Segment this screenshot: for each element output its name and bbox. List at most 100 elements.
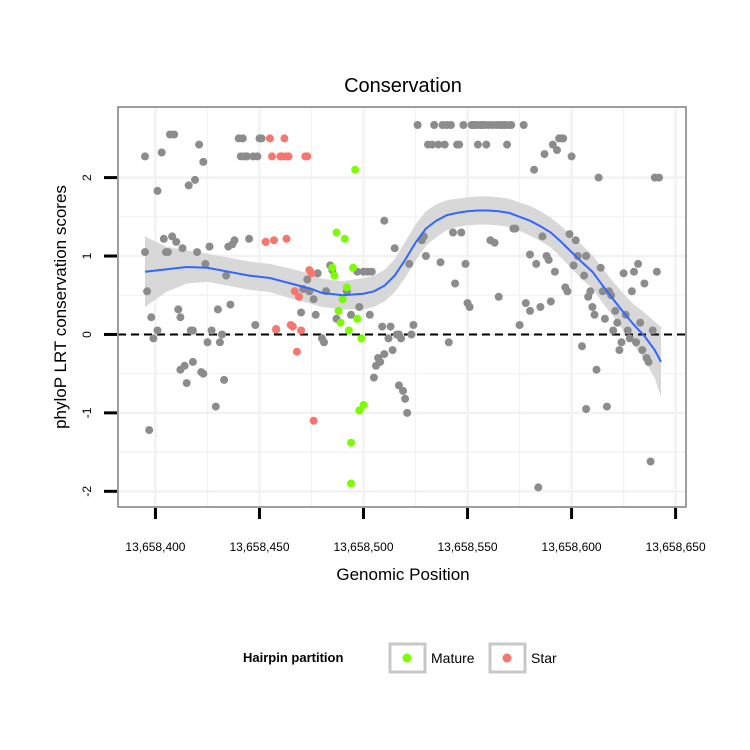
data-point-other bbox=[388, 346, 397, 355]
legend-dot-star bbox=[502, 653, 512, 663]
data-point-other bbox=[455, 140, 464, 149]
smooth-line-layer bbox=[144, 209, 662, 363]
data-point-mature bbox=[328, 263, 337, 272]
data-point-other bbox=[630, 267, 638, 276]
data-point-other bbox=[245, 234, 254, 243]
data-point-other bbox=[457, 228, 466, 237]
data-point-other bbox=[434, 140, 443, 149]
data-point-other bbox=[195, 140, 204, 149]
data-point-other bbox=[369, 373, 378, 382]
x-tick-label: 13,658,400 bbox=[125, 540, 185, 554]
data-point-mature bbox=[359, 401, 368, 409]
data-point-other bbox=[617, 338, 626, 347]
data-point-other bbox=[482, 140, 491, 149]
data-point-other bbox=[176, 313, 185, 322]
data-point-mature bbox=[342, 283, 351, 292]
scatter-points bbox=[141, 121, 663, 492]
data-point-other bbox=[548, 140, 557, 149]
data-point-other bbox=[201, 259, 210, 268]
data-point-mature bbox=[357, 334, 366, 343]
data-point-star bbox=[270, 236, 278, 245]
data-point-other bbox=[157, 148, 166, 157]
data-point-star bbox=[265, 134, 274, 143]
data-point-other bbox=[243, 152, 251, 161]
data-point-other bbox=[440, 140, 449, 149]
legend-dot-mature bbox=[402, 653, 412, 663]
data-point-other bbox=[588, 303, 597, 311]
data-point-other bbox=[623, 326, 632, 335]
y-tick-label: 2 bbox=[80, 174, 94, 181]
data-point-star bbox=[288, 322, 297, 331]
data-point-other bbox=[449, 228, 457, 237]
data-point-mature bbox=[351, 165, 360, 174]
data-point-other bbox=[594, 173, 603, 182]
data-point-other bbox=[546, 297, 555, 306]
data-point-other bbox=[565, 230, 574, 239]
data-point-other bbox=[465, 303, 474, 311]
data-point-mature bbox=[347, 438, 355, 447]
data-point-other bbox=[553, 146, 561, 155]
data-point-other bbox=[515, 321, 524, 329]
data-point-other bbox=[526, 250, 534, 259]
data-point-other bbox=[199, 157, 208, 166]
data-point-other bbox=[582, 405, 591, 413]
data-point-other bbox=[211, 402, 220, 411]
data-point-other bbox=[590, 310, 599, 319]
data-point-other bbox=[640, 279, 649, 288]
data-point-other bbox=[534, 483, 543, 492]
data-point-other bbox=[571, 236, 580, 245]
data-point-other bbox=[386, 322, 395, 331]
data-point-other bbox=[503, 140, 512, 149]
data-point-other bbox=[567, 152, 576, 161]
data-point-other bbox=[625, 334, 634, 343]
data-point-other bbox=[636, 318, 645, 327]
data-point-other bbox=[380, 216, 389, 225]
data-point-other bbox=[409, 321, 418, 329]
data-point-other bbox=[184, 181, 193, 190]
x-tick-label: 13,658,450 bbox=[229, 540, 289, 554]
data-point-other bbox=[634, 259, 643, 268]
data-point-other bbox=[313, 269, 322, 278]
x-axis: 13,658,400 13,658,450 13,658,500 13,658,550… bbox=[125, 508, 706, 554]
data-point-other bbox=[399, 386, 407, 395]
data-point-other bbox=[619, 269, 628, 278]
data-point-other bbox=[311, 310, 320, 319]
data-point-other bbox=[459, 121, 468, 129]
data-point-other bbox=[153, 186, 162, 195]
data-point-other bbox=[538, 232, 547, 241]
data-point-mature bbox=[340, 234, 349, 243]
data-point-other bbox=[141, 152, 149, 161]
data-point-other bbox=[163, 248, 172, 257]
data-point-other bbox=[403, 408, 412, 417]
data-point-other bbox=[367, 267, 376, 276]
data-point-other bbox=[519, 121, 528, 129]
data-point-other bbox=[646, 457, 655, 466]
data-point-other bbox=[648, 326, 657, 335]
data-point-other bbox=[153, 326, 162, 335]
data-point-other bbox=[309, 295, 318, 304]
data-point-star bbox=[268, 152, 276, 161]
data-point-other bbox=[355, 303, 364, 311]
data-point-star bbox=[280, 134, 289, 143]
data-point-other bbox=[230, 236, 239, 245]
data-point-other bbox=[188, 357, 197, 366]
data-point-other bbox=[147, 313, 156, 322]
data-point-other bbox=[609, 326, 618, 335]
data-point-mature bbox=[330, 271, 339, 280]
data-point-other bbox=[297, 308, 306, 317]
data-point-other bbox=[573, 252, 582, 260]
data-point-other bbox=[215, 338, 224, 347]
data-point-other bbox=[390, 244, 399, 253]
data-point-other bbox=[394, 381, 403, 390]
data-point-other bbox=[172, 237, 181, 246]
data-point-mature bbox=[355, 406, 364, 415]
data-point-other bbox=[407, 330, 416, 339]
data-point-other bbox=[613, 318, 622, 327]
data-point-other bbox=[586, 287, 595, 296]
legend-label-mature: Mature bbox=[431, 650, 475, 666]
data-point-other bbox=[655, 173, 663, 182]
data-point-other bbox=[461, 259, 470, 268]
data-point-other bbox=[376, 357, 385, 366]
data-point-mature bbox=[334, 306, 343, 315]
data-point-star bbox=[309, 416, 318, 425]
